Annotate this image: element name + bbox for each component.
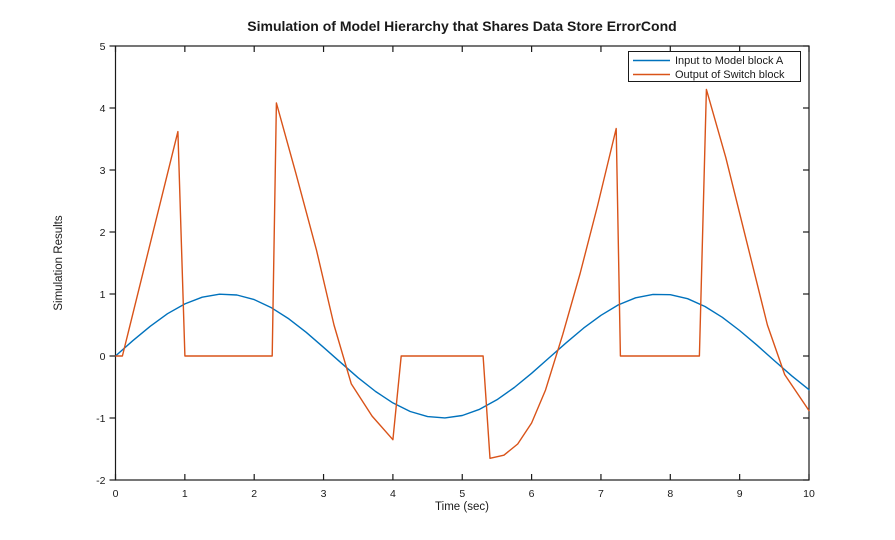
x-tick-label: 2 xyxy=(251,488,257,500)
series-line-input xyxy=(114,293,810,419)
x-tick-label: 1 xyxy=(182,488,188,500)
chart-title: Simulation of Model Hierarchy that Share… xyxy=(247,18,676,34)
x-tick-label: 9 xyxy=(737,488,743,500)
legend-box xyxy=(628,51,801,82)
x-tick-label: 4 xyxy=(390,488,396,500)
x-tick-label: 5 xyxy=(459,488,465,500)
y-tick-label: -1 xyxy=(96,413,105,425)
tick-layer: 0 1 2 3 4 5 6 7 8 9 10 -2 -1 0 1 2 3 4 5 xyxy=(96,41,815,500)
legend: Input to Model block A Output of Switch … xyxy=(628,51,801,82)
y-axis-label: Simulation Results xyxy=(53,215,65,310)
series-line-output xyxy=(114,88,810,459)
y-tick-label: 1 xyxy=(100,289,106,301)
x-tick-label: 0 xyxy=(113,488,119,500)
x-tick-label: 8 xyxy=(667,488,673,500)
x-tick-label: 7 xyxy=(598,488,604,500)
x-tick-label: 3 xyxy=(321,488,327,500)
y-tick-label: 2 xyxy=(100,227,106,239)
legend-label-input: Input to Model block A xyxy=(675,55,784,67)
y-tick-label: 3 xyxy=(100,165,106,177)
series-layer xyxy=(114,88,810,459)
y-tick-label: -2 xyxy=(96,475,105,487)
x-tick-label: 6 xyxy=(529,488,535,500)
y-tick-label: 4 xyxy=(100,103,106,115)
x-tick-label: 10 xyxy=(803,488,815,500)
y-tick-label: 0 xyxy=(100,351,106,363)
y-tick-label: 5 xyxy=(100,41,106,53)
legend-label-output: Output of Switch block xyxy=(675,69,785,81)
x-axis-label: Time (sec) xyxy=(435,501,489,513)
